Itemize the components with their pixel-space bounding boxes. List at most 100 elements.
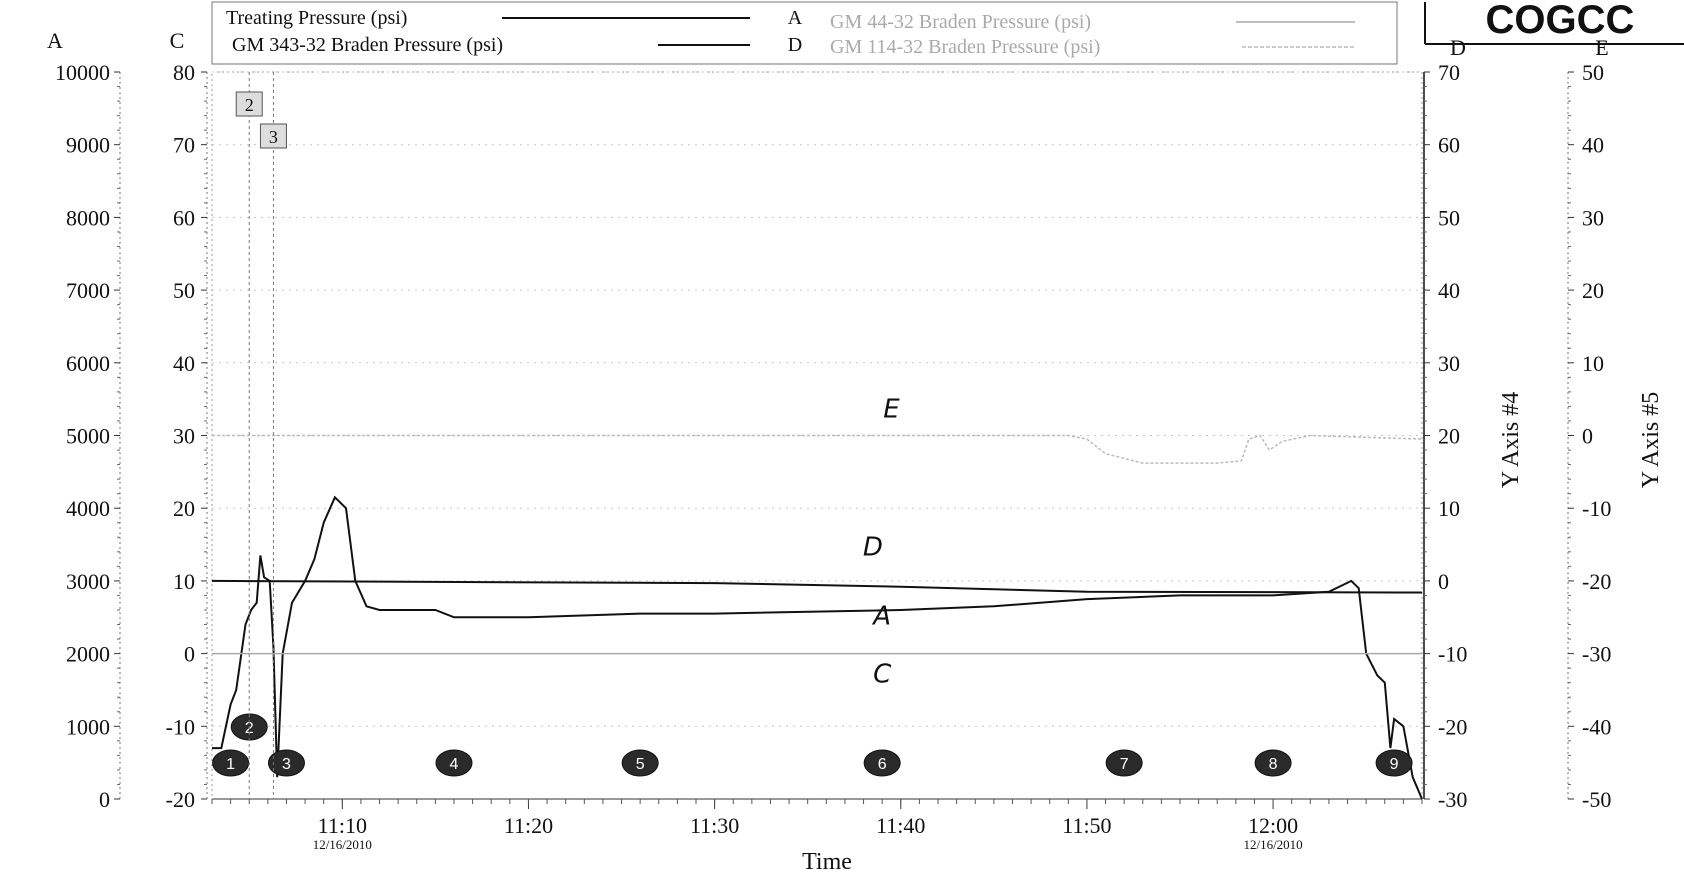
y-tick-label-E: 50 xyxy=(1582,60,1604,85)
stage-marker-label: 6 xyxy=(878,756,887,773)
stage-marker xyxy=(435,749,473,777)
stage-marker-label: 7 xyxy=(1120,756,1129,773)
series-handwritten-label-D: D xyxy=(863,532,883,562)
y-tick-label-E: 0 xyxy=(1582,424,1593,449)
stage-marker-label: 1 xyxy=(226,756,235,773)
x-tick-label: 11:40 xyxy=(876,813,925,838)
y-tick-label-C: -10 xyxy=(166,714,195,739)
axis-letter-E: E xyxy=(1595,35,1608,60)
event-box-label: 3 xyxy=(269,127,278,147)
stage-marker xyxy=(1105,749,1143,777)
stage-marker-label: 3 xyxy=(282,756,291,773)
stage-marker xyxy=(863,749,901,777)
brand-box: COGCC xyxy=(1424,0,1684,45)
series-handwritten-label-E: E xyxy=(883,394,900,424)
y-tick-label-D: 60 xyxy=(1438,133,1460,158)
y-tick-label-D: -30 xyxy=(1438,787,1467,812)
legend-entry-axis: A xyxy=(788,7,803,29)
legend-entry-label: GM 44-32 Braden Pressure (psi) xyxy=(830,11,1091,33)
y-tick-label-E: 20 xyxy=(1582,278,1604,303)
y-tick-label-C: 70 xyxy=(173,133,195,158)
x-tick-date: 12/16/2010 xyxy=(313,837,372,852)
y-tick-label-A: 8000 xyxy=(66,205,110,230)
y-tick-label-A: 7000 xyxy=(66,278,110,303)
event-box xyxy=(259,123,287,149)
y-tick-label-A: 9000 xyxy=(66,133,110,158)
axes: 0100020003000400050006000700080009000100… xyxy=(47,28,1664,812)
y-tick-label-E: 30 xyxy=(1582,205,1604,230)
y-tick-label-A: 5000 xyxy=(66,424,110,449)
y-tick-label-C: -20 xyxy=(166,787,195,812)
legend-frame xyxy=(211,1,1398,65)
y-tick-label-D: 10 xyxy=(1438,496,1460,521)
event-box-label: 2 xyxy=(245,95,254,115)
y-tick-label-D: -10 xyxy=(1438,642,1467,667)
y-tick-label-D: 20 xyxy=(1438,424,1460,449)
y-tick-label-A: 2000 xyxy=(66,642,110,667)
y-tick-label-D: -20 xyxy=(1438,714,1467,739)
stage-marker xyxy=(1254,749,1292,777)
y-tick-label-E: -40 xyxy=(1582,714,1611,739)
axis-letter-A: A xyxy=(47,28,63,53)
y-tick-label-A: 4000 xyxy=(66,496,110,521)
y-tick-label-D: 0 xyxy=(1438,569,1449,594)
brand-label: COGCC xyxy=(1486,0,1635,42)
y-tick-label-E: 10 xyxy=(1582,351,1604,376)
y-tick-label-D: 70 xyxy=(1438,60,1460,85)
annotations: 123 4 5 6 7 8 923 xyxy=(212,72,1413,799)
stage-marker-label: 5 xyxy=(636,756,645,773)
y-tick-label-A: 6000 xyxy=(66,351,110,376)
y-tick-label-A: 10000 xyxy=(55,60,110,85)
y-tick-label-E: -30 xyxy=(1582,642,1611,667)
x-tick-date: 12/16/2010 xyxy=(1243,837,1302,852)
series-line-E xyxy=(212,434,1423,464)
stage-marker-label: 9 xyxy=(1390,756,1399,773)
y-tick-label-C: 60 xyxy=(173,205,195,230)
series-lines: AC D E xyxy=(211,394,1423,800)
series-handwritten-label-A: A xyxy=(871,602,891,632)
x-tick-label: 11:30 xyxy=(690,813,739,838)
axis-title-D: Y Axis #4 xyxy=(1498,392,1524,488)
y-tick-label-D: 40 xyxy=(1438,278,1460,303)
y-tick-label-E: -20 xyxy=(1582,569,1611,594)
axis-letter-D: D xyxy=(1450,35,1466,60)
axis-title-E: Y Axis #5 xyxy=(1638,392,1664,488)
x-tick-label: 12:00 xyxy=(1248,813,1298,838)
y-tick-label-E: -50 xyxy=(1582,787,1611,812)
x-tick-label: 11:10 xyxy=(318,813,367,838)
y-tick-label-C: 20 xyxy=(173,496,195,521)
legend-entry-label: GM 343-32 Braden Pressure (psi) xyxy=(232,34,503,56)
y-tick-label-C: 10 xyxy=(173,569,195,594)
legend-entry-label: GM 114-32 Braden Pressure (psi) xyxy=(830,36,1100,58)
y-tick-label-D: 50 xyxy=(1438,205,1460,230)
y-tick-label-C: 80 xyxy=(173,60,195,85)
series-line-D xyxy=(211,579,1423,594)
y-tick-label-A: 1000 xyxy=(66,714,110,739)
axis-letter-C: C xyxy=(170,28,185,53)
y-tick-label-E: -10 xyxy=(1582,496,1611,521)
y-tick-label-A: 3000 xyxy=(66,569,110,594)
y-tick-label-C: 30 xyxy=(173,424,195,449)
series-line-A xyxy=(212,495,1423,800)
stage-marker-label: 8 xyxy=(1269,756,1278,773)
legend-entry-label: Treating Pressure (psi) xyxy=(226,7,407,29)
stage-marker xyxy=(212,749,250,777)
stage-marker xyxy=(621,749,659,777)
y-tick-label-D: 30 xyxy=(1438,351,1460,376)
event-box xyxy=(235,91,263,117)
y-tick-label-E: 40 xyxy=(1582,133,1604,158)
legend: Treating Pressure (psi) A GM 44-32 Braden … xyxy=(211,1,1398,65)
x-tick-label: 11:50 xyxy=(1062,813,1111,838)
x-tick-label: 11:20 xyxy=(504,813,553,838)
stage-marker xyxy=(1375,749,1413,777)
stage-marker xyxy=(267,749,305,777)
y-tick-label-A: 0 xyxy=(99,787,110,812)
y-tick-label-C: 50 xyxy=(173,278,195,303)
x-axis-title: Time xyxy=(802,849,852,875)
legend-entry-axis: D xyxy=(788,34,802,56)
series-handwritten-label-C: C xyxy=(873,660,892,690)
y-tick-label-C: 0 xyxy=(184,642,195,667)
stage-marker-label: 4 xyxy=(450,756,459,773)
